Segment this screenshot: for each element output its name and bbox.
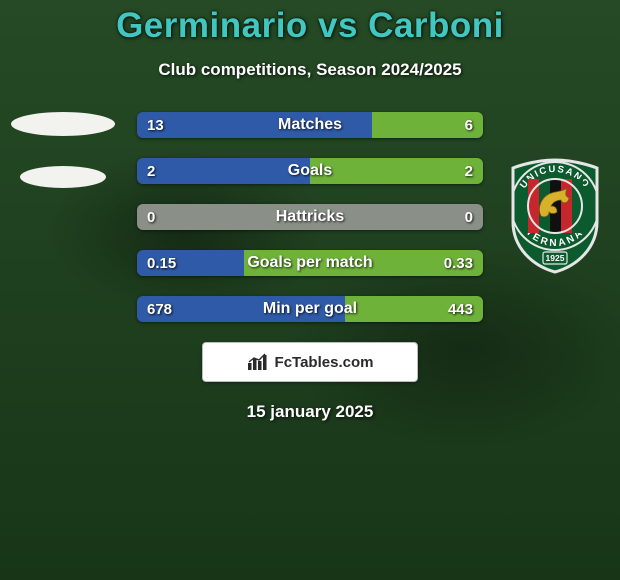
bar-right: [372, 112, 483, 138]
stat-row: Goals per match0.150.33: [137, 250, 483, 276]
bar-right: [244, 250, 483, 276]
team-badge-left: [8, 112, 118, 188]
bar-left: [137, 296, 345, 322]
bar-left: [137, 158, 310, 184]
stat-row: Matches136: [137, 112, 483, 138]
bar-right: [310, 158, 483, 184]
bar-left: [137, 204, 483, 230]
brand-box: FcTables.com: [202, 342, 418, 382]
page-title: Germinario vs Carboni: [0, 6, 620, 46]
comparison-area: UNICUSANO TERNANA: [0, 112, 620, 322]
stat-row: Hattricks00: [137, 204, 483, 230]
brand-label: FcTables.com: [275, 354, 374, 371]
ternana-crest-icon: UNICUSANO TERNANA: [505, 156, 605, 274]
crest-year: 1925: [546, 253, 565, 263]
bars-icon: [247, 353, 269, 371]
content-root: Germinario vs Carboni Club competitions,…: [0, 0, 620, 422]
stat-row: Goals22: [137, 158, 483, 184]
placeholder-icon: [11, 112, 115, 136]
bar-right: [345, 296, 483, 322]
stat-row: Min per goal678443: [137, 296, 483, 322]
team-badge-right: UNICUSANO TERNANA: [500, 112, 610, 274]
bar-left: [137, 112, 372, 138]
bar-left: [137, 250, 244, 276]
page-subtitle: Club competitions, Season 2024/2025: [0, 60, 620, 80]
placeholder-icon: [20, 166, 106, 188]
footer-date: 15 january 2025: [0, 402, 620, 422]
